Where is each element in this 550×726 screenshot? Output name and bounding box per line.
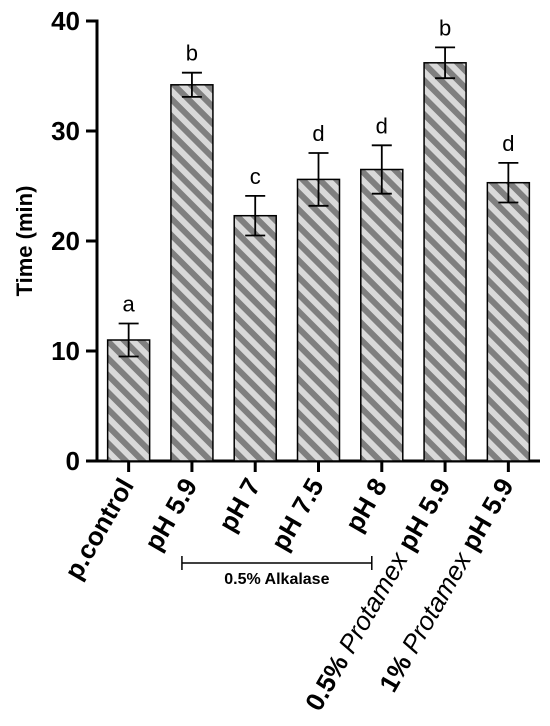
x-tick-label: pH 7.5 <box>265 473 330 556</box>
bar-1-protamex-ph-5-9 <box>486 181 531 462</box>
y-tick-label: 10 <box>51 336 80 366</box>
error-bar <box>435 46 456 80</box>
error-bar <box>308 152 329 207</box>
error-bar <box>118 322 139 358</box>
error-bar <box>245 194 266 237</box>
y-tick-label: 40 <box>51 6 80 36</box>
significance-letter: d <box>376 113 388 138</box>
bar-ph-8 <box>360 168 404 462</box>
significance-letter: a <box>123 292 136 317</box>
bar-ph-7 <box>233 214 277 462</box>
error-bar <box>181 71 202 98</box>
error-bar <box>371 144 392 195</box>
bracket-label: 0.5% Alkalase <box>224 571 329 588</box>
y-axis: 0 10 20 30 40 Time (min) <box>12 6 99 476</box>
bar-ph-5-9 <box>170 84 214 462</box>
bar-ph-7-5 <box>296 178 341 462</box>
bar-p-control <box>106 339 151 462</box>
significance-letter: d <box>502 131 514 156</box>
x-tick-label: pH 5.9 <box>138 473 203 556</box>
x-axis <box>95 459 540 472</box>
significance-letter: d <box>312 121 324 146</box>
y-tick-label: 20 <box>51 226 80 256</box>
group-bracket: 0.5% Alkalase <box>181 556 373 588</box>
significance-letter: c <box>250 164 261 189</box>
bars: a b c d d b d <box>106 15 531 462</box>
x-tick-label: pH 7 <box>212 473 266 537</box>
y-tick-label: 0 <box>66 446 80 476</box>
bar-0-5-protamex-ph-5-9 <box>423 62 467 462</box>
error-bar <box>498 161 519 204</box>
y-tick-label: 30 <box>51 116 80 146</box>
x-tick-label: p.control <box>58 473 140 584</box>
y-axis-title: Time (min) <box>12 186 37 297</box>
x-tick-label: pH 8 <box>339 473 393 537</box>
significance-letter: b <box>186 41 198 66</box>
significance-letter: b <box>439 15 451 40</box>
